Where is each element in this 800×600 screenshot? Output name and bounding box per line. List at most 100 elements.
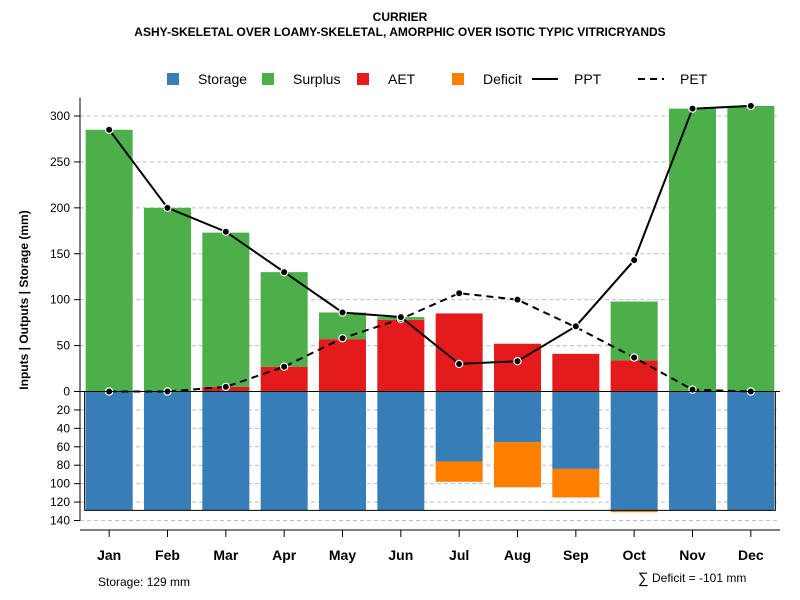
y-tick-label: 120	[50, 495, 70, 509]
ppt-line-point	[454, 359, 464, 369]
storage-bar	[435, 391, 483, 462]
y-tick-label: 100	[50, 477, 70, 491]
chart-subtitle: ASHY-SKELETAL OVER LOAMY-SKELETAL, AMORP…	[134, 25, 665, 39]
pet-line-point	[279, 362, 289, 371]
ppt-line-point	[279, 267, 289, 277]
surplus-bar	[144, 207, 191, 392]
deficit-bar	[610, 510, 658, 513]
storage-bar	[202, 391, 250, 511]
x-tick-label: Sep	[563, 547, 589, 563]
legend-swatch	[167, 73, 179, 85]
y-tick-label: 60	[57, 440, 71, 454]
x-tick-label: Jun	[388, 547, 413, 563]
legend-swatch	[262, 73, 274, 85]
y-tick-label: 40	[57, 421, 71, 435]
pet-line-point	[338, 334, 347, 343]
x-tick-label: May	[329, 547, 356, 563]
legend-item-storage: Storage	[167, 71, 247, 87]
legend-item-deficit: Deficit	[452, 71, 522, 87]
pet-line-point	[221, 382, 231, 392]
ppt-line-point	[571, 322, 581, 331]
y-tick-label: 50	[57, 339, 71, 353]
ppt-line-point	[513, 356, 522, 366]
y-tick-label: 200	[50, 201, 70, 215]
storage-bar	[552, 391, 600, 469]
storage-bar	[494, 391, 541, 443]
surplus-bar	[610, 301, 658, 361]
y-tick-label: 80	[57, 458, 71, 472]
x-tick-label: Nov	[679, 547, 706, 563]
y-tick-label: 100	[50, 293, 70, 307]
legend-swatch	[357, 73, 369, 85]
series-lines	[104, 101, 756, 396]
x-tick-label: Oct	[622, 547, 646, 563]
x-tick-label: Aug	[504, 547, 531, 563]
storage-bar	[610, 391, 658, 511]
deficit-bar	[494, 442, 541, 488]
surplus-bar	[202, 232, 250, 387]
storage-bar	[260, 391, 308, 511]
x-tick-label: Feb	[155, 547, 180, 563]
x-tick-label: Dec	[738, 547, 764, 563]
ppt-line-point	[338, 308, 347, 317]
ppt-line-point	[396, 312, 406, 322]
storage-bar	[669, 391, 716, 511]
ppt-line-point	[688, 104, 697, 113]
legend-item-aet: AET	[357, 71, 416, 87]
aet-bar	[610, 360, 658, 392]
aet-bar	[552, 353, 600, 392]
storage-footer: Storage: 129 mm	[98, 575, 190, 589]
aet-bar	[319, 339, 366, 392]
deficit-footer: Deficit = -101 mm	[652, 571, 746, 585]
chart-title: CURRIER	[373, 10, 428, 24]
y-tick-label: 0	[63, 385, 70, 399]
legend-label: Storage	[198, 71, 247, 87]
x-tick-label: Mar	[213, 547, 238, 563]
y-tick-label: 300	[50, 109, 70, 123]
ppt-line	[108, 104, 751, 365]
ppt-line-point	[746, 101, 756, 111]
storage-bar	[85, 391, 133, 511]
surplus-bar	[260, 272, 308, 367]
y-axis-label: Inputs | Outputs | Storage (mm)	[17, 210, 31, 389]
ppt-line-point	[221, 227, 231, 236]
x-tick-label: Jul	[449, 547, 469, 563]
pet-line-point	[513, 295, 522, 304]
storage-bar	[377, 391, 425, 511]
deficit-bar	[552, 468, 600, 498]
y-tick-label: 250	[50, 155, 70, 169]
legend-item-ppt: PPT	[532, 71, 602, 87]
y-tick-label: 150	[50, 247, 70, 261]
sum-icon: ∑	[638, 570, 649, 587]
ppt-line-point	[163, 203, 172, 213]
y-tick-label: 20	[57, 403, 71, 417]
surplus-bar	[85, 129, 133, 392]
bars	[84, 105, 776, 513]
aet-bar	[435, 313, 483, 392]
ppt-line-point	[104, 125, 114, 134]
legend-item-surplus: Surplus	[262, 71, 340, 87]
axes: 0 50 100 150 200 250 300 20 40 60 80 100 120 140 Jan Fe…	[50, 97, 780, 563]
surplus-bar	[727, 105, 775, 392]
legend-label: AET	[388, 71, 416, 87]
x-tick-label: Apr	[272, 547, 297, 563]
aet-bar	[377, 319, 425, 392]
x-tick-label: Jan	[97, 547, 121, 563]
pet-line-point	[688, 385, 697, 394]
storage-bar	[727, 391, 775, 511]
pet-line-point	[454, 289, 464, 298]
deficit-bar	[435, 461, 483, 482]
legend-swatch	[452, 73, 464, 85]
surplus-bar	[669, 108, 716, 392]
legend-label: Surplus	[293, 71, 340, 87]
legend: Storage Surplus AET Deficit PPT PET	[167, 71, 708, 87]
pet-line	[109, 292, 751, 393]
legend-label: PET	[680, 71, 708, 87]
legend-item-pet: PET	[638, 71, 708, 87]
legend-label: PPT	[574, 71, 602, 87]
y-tick-label: 140	[50, 514, 70, 528]
ppt-line-point	[629, 255, 639, 265]
storage-bar	[319, 391, 366, 511]
storage-bar	[144, 391, 191, 511]
